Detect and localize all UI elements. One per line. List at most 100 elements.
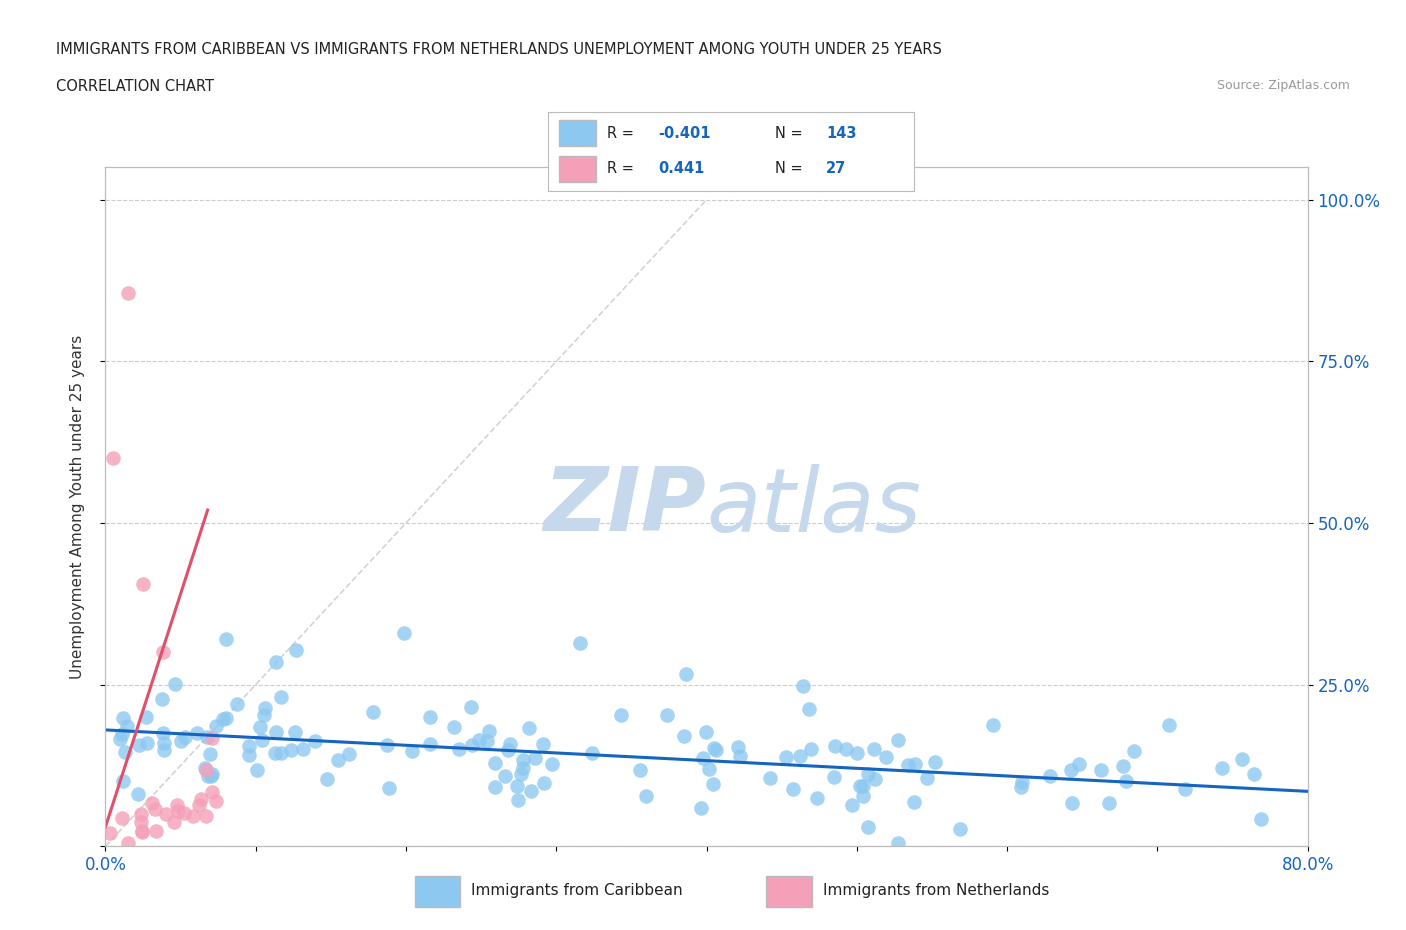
- Point: [270, 690, 292, 705]
- Point: [197, 769, 219, 784]
- Point: [494, 769, 516, 784]
- Point: [460, 699, 482, 714]
- Point: [187, 797, 209, 812]
- Point: [517, 721, 540, 736]
- Text: IMMIGRANTS FROM CARIBBEAN VS IMMIGRANTS FROM NETHERLANDS UNEMPLOYMENT AMONG YOUT: IMMIGRANTS FROM CARIBBEAN VS IMMIGRANTS …: [56, 42, 942, 57]
- Point: [112, 773, 135, 788]
- Point: [194, 761, 217, 776]
- Point: [117, 286, 139, 301]
- Point: [1232, 751, 1254, 766]
- Point: [1010, 780, 1032, 795]
- Point: [1069, 757, 1091, 772]
- Point: [823, 769, 845, 784]
- Point: [337, 747, 360, 762]
- Point: [496, 743, 519, 758]
- Point: [266, 655, 288, 670]
- Point: [845, 745, 868, 760]
- Point: [533, 776, 555, 790]
- Point: [852, 789, 875, 804]
- Point: [155, 807, 177, 822]
- Point: [702, 777, 724, 792]
- Point: [499, 737, 522, 751]
- Point: [848, 779, 870, 794]
- Point: [378, 781, 401, 796]
- Point: [904, 757, 927, 772]
- Point: [523, 751, 546, 765]
- Point: [862, 742, 884, 757]
- Text: 0.441: 0.441: [658, 162, 704, 177]
- Point: [150, 691, 173, 706]
- Point: [152, 644, 174, 659]
- Point: [201, 730, 224, 745]
- Point: [246, 763, 269, 777]
- Point: [127, 787, 149, 802]
- Point: [512, 760, 534, 775]
- Point: [841, 797, 863, 812]
- Point: [981, 717, 1004, 732]
- Point: [114, 745, 136, 760]
- Point: [270, 746, 292, 761]
- Point: [249, 720, 271, 735]
- Point: [200, 769, 222, 784]
- Point: [858, 766, 880, 781]
- Point: [856, 820, 879, 835]
- Point: [852, 778, 875, 793]
- Point: [695, 724, 717, 739]
- Point: [468, 733, 491, 748]
- Point: [581, 746, 603, 761]
- Point: [569, 635, 592, 650]
- Point: [949, 822, 972, 837]
- Point: [512, 752, 534, 767]
- Point: [201, 766, 224, 781]
- Point: [135, 710, 157, 724]
- Point: [132, 577, 155, 591]
- Point: [903, 795, 925, 810]
- Y-axis label: Unemployment Among Youth under 25 years: Unemployment Among Youth under 25 years: [70, 335, 84, 679]
- Point: [153, 736, 176, 751]
- Point: [835, 742, 858, 757]
- Point: [887, 732, 910, 747]
- Point: [205, 718, 228, 733]
- Point: [315, 771, 337, 786]
- Point: [131, 825, 153, 840]
- Point: [392, 626, 415, 641]
- Point: [690, 801, 713, 816]
- Text: atlas: atlas: [707, 464, 921, 550]
- Point: [797, 701, 820, 716]
- Point: [117, 836, 139, 851]
- Point: [461, 737, 484, 752]
- Point: [186, 726, 208, 741]
- Point: [194, 763, 217, 777]
- Point: [131, 823, 153, 838]
- Point: [672, 728, 695, 743]
- Point: [163, 676, 186, 691]
- Point: [703, 740, 725, 755]
- Point: [136, 736, 159, 751]
- Text: 27: 27: [827, 162, 846, 177]
- Point: [252, 733, 274, 748]
- Point: [145, 824, 167, 839]
- Point: [1211, 761, 1233, 776]
- Text: Immigrants from Caribbean: Immigrants from Caribbean: [471, 883, 683, 898]
- Point: [280, 742, 302, 757]
- Point: [264, 745, 287, 760]
- Point: [484, 756, 506, 771]
- Point: [212, 711, 235, 726]
- Text: CORRELATION CHART: CORRELATION CHART: [56, 79, 214, 94]
- Point: [540, 756, 562, 771]
- Point: [1115, 773, 1137, 788]
- Point: [792, 679, 814, 694]
- Point: [264, 724, 287, 739]
- Point: [111, 727, 134, 742]
- Point: [401, 744, 423, 759]
- Point: [195, 730, 218, 745]
- Text: 143: 143: [827, 126, 856, 140]
- Point: [238, 738, 260, 753]
- Point: [253, 708, 276, 723]
- FancyBboxPatch shape: [560, 156, 596, 182]
- Point: [675, 666, 697, 681]
- Text: -0.401: -0.401: [658, 126, 710, 140]
- Point: [284, 724, 307, 739]
- Point: [152, 725, 174, 740]
- FancyBboxPatch shape: [415, 876, 461, 907]
